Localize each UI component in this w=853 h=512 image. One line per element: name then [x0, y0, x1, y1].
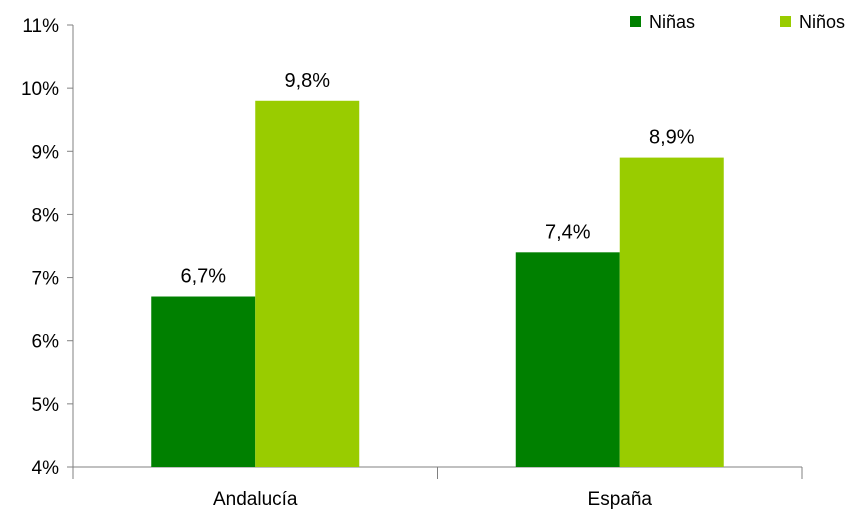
y-axis: 4% 5% 6% 7% 8% 9% 10% 11% — [21, 16, 74, 479]
y-tick-label: 11% — [22, 16, 59, 37]
legend-label: Niñas — [649, 12, 695, 32]
bar — [619, 157, 724, 467]
data-label: 9,8% — [284, 70, 330, 92]
bar — [255, 100, 360, 468]
y-tick-label: 7% — [32, 269, 60, 290]
data-labels: 6,7% 7,4% 9,8% 8,9% — [180, 70, 694, 288]
legend-swatch — [780, 16, 791, 27]
legend: Niñas Niños — [630, 12, 845, 32]
y-tick-label: 4% — [32, 458, 60, 479]
y-tick-label: 5% — [32, 395, 60, 416]
bar — [151, 296, 256, 467]
y-tick-label: 8% — [32, 205, 60, 226]
x-axis: Andalucía España — [72, 466, 803, 510]
y-tick-label: 6% — [32, 332, 60, 353]
bar — [515, 252, 620, 467]
y-tick-label: 10% — [21, 79, 59, 100]
x-category-label: España — [588, 489, 653, 510]
data-label: 7,4% — [545, 221, 591, 243]
x-category-label: Andalucía — [213, 489, 298, 510]
data-label: 6,7% — [180, 266, 226, 288]
legend-swatch — [630, 16, 641, 27]
data-label: 8,9% — [649, 127, 695, 149]
legend-label: Niños — [799, 12, 845, 32]
bars — [151, 100, 724, 468]
y-tick-label: 9% — [32, 142, 60, 163]
